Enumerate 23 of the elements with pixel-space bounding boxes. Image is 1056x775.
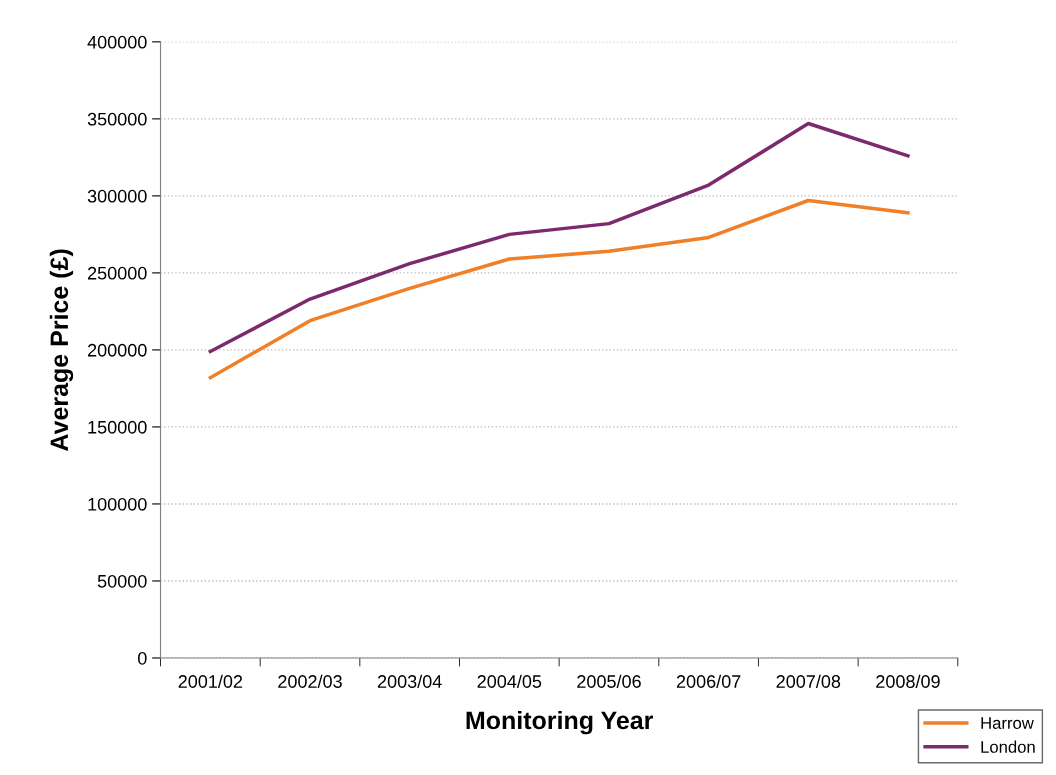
line-series [208, 198, 910, 380]
y-tick-label: 350000 [87, 112, 147, 126]
x-tick-label: 2008/09 [876, 674, 940, 688]
y-tick-label: 250000 [87, 266, 147, 280]
y-tick-label: 50000 [97, 574, 147, 588]
x-tick-label: 2004/05 [477, 674, 542, 688]
y-tick-label: 200000 [87, 343, 147, 357]
y-tick-label: 100000 [88, 497, 147, 511]
x-tick-label: 2001/02 [178, 674, 243, 688]
x-tick-label: 2002/03 [278, 674, 342, 688]
y-axis-title: Average Price (£) [49, 249, 74, 451]
y-tick-label: 300000 [87, 189, 147, 203]
legend-label: London [981, 740, 1035, 753]
x-tick-label: 2006/07 [676, 674, 741, 688]
x-tick-label: 2007/08 [776, 674, 841, 688]
x-tick-label: 2005/06 [577, 674, 641, 688]
line-series [208, 121, 910, 354]
x-axis-title: Monitoring Year [466, 710, 654, 735]
x-tick-label: 2003/04 [377, 674, 442, 688]
y-tick-label: 0 [137, 651, 147, 665]
y-tick-label: 400000 [87, 35, 147, 49]
y-tick-label: 150000 [88, 420, 147, 434]
legend-label: Harrow [981, 717, 1034, 729]
